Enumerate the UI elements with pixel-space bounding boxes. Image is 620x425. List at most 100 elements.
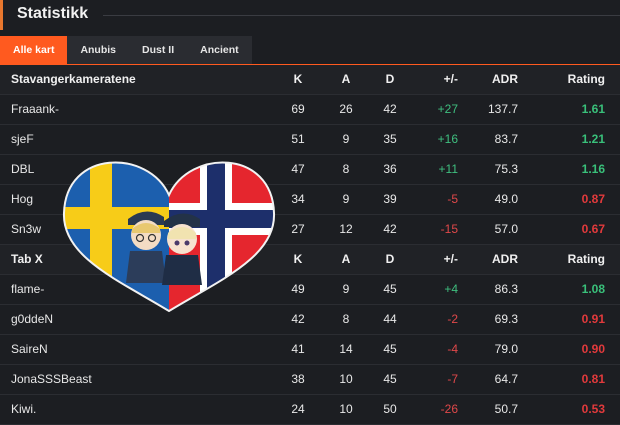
stat-rating: 1.16 <box>581 162 605 176</box>
stat-d: 42 <box>383 222 397 236</box>
stat-adr: 49.0 <box>494 192 518 206</box>
stat-d: 44 <box>383 312 397 326</box>
stat-rating: 0.81 <box>581 372 605 386</box>
player-row: Fraaank- 69 26 42 +27 137.7 1.61 <box>0 95 620 125</box>
column-header-pm: +/- <box>443 252 458 266</box>
stat-a: 9 <box>342 282 350 296</box>
stat-d: 39 <box>383 192 397 206</box>
map-tabs: Alle kart Anubis Dust II Ancient <box>0 36 252 64</box>
team-name: Tab X <box>11 252 43 266</box>
stat-d: 50 <box>383 402 397 416</box>
stat-pm: -26 <box>440 402 458 416</box>
stat-pm: -4 <box>447 342 458 356</box>
stat-k: 34 <box>291 192 305 206</box>
stat-adr: 79.0 <box>494 342 518 356</box>
player-name[interactable]: sjeF <box>11 132 34 146</box>
stat-rating: 0.67 <box>581 222 605 236</box>
tab-alle-kart[interactable]: Alle kart <box>0 36 68 64</box>
stat-adr: 57.0 <box>494 222 518 236</box>
stat-rating: 1.08 <box>581 282 605 296</box>
stat-pm: -7 <box>447 372 458 386</box>
stat-k: 47 <box>291 162 305 176</box>
player-row: SaireN 41 14 45 -4 79.0 0.90 <box>0 335 620 365</box>
stat-k: 42 <box>291 312 305 326</box>
stat-a: 8 <box>342 162 350 176</box>
column-header-rating: Rating <box>567 252 605 266</box>
tab-dust-ii[interactable]: Dust II <box>142 44 175 56</box>
chibi-character-left <box>126 211 166 283</box>
team-name: Stavangerkameratene <box>11 72 136 86</box>
stat-adr: 50.7 <box>494 402 518 416</box>
stat-a: 12 <box>339 222 353 236</box>
stat-k: 51 <box>291 132 305 146</box>
stat-pm: -2 <box>447 312 458 326</box>
stat-a: 14 <box>339 342 353 356</box>
tab-ancient[interactable]: Ancient <box>200 44 239 56</box>
player-name[interactable]: Kiwi. <box>11 402 37 416</box>
stat-pm: +11 <box>438 162 458 176</box>
player-name[interactable]: Sn3w <box>11 222 42 236</box>
flag-heart-image <box>62 161 276 313</box>
header-accent-bar <box>0 0 3 30</box>
stat-pm: -15 <box>440 222 458 236</box>
column-header-k: K <box>293 252 303 266</box>
stat-adr: 137.7 <box>487 102 518 116</box>
stat-a: 9 <box>342 132 350 146</box>
column-header-rating: Rating <box>567 72 605 86</box>
player-name[interactable]: Hog <box>11 192 34 206</box>
stat-a: 9 <box>342 192 350 206</box>
stat-rating: 1.61 <box>581 102 605 116</box>
stat-k: 27 <box>291 222 305 236</box>
chibi-character-right <box>162 213 202 285</box>
stat-d: 35 <box>383 132 397 146</box>
player-row: Kiwi. 24 10 50 -26 50.7 0.53 <box>0 395 620 425</box>
player-name[interactable]: DBL <box>11 162 35 176</box>
player-row: DBL 47 8 36 +11 75.3 1.16 <box>0 155 620 185</box>
player-name[interactable]: flame- <box>11 282 45 296</box>
stat-k: 49 <box>291 282 305 296</box>
stat-pm: +27 <box>437 102 458 116</box>
tab-anubis[interactable]: Anubis <box>80 44 117 56</box>
stat-d: 36 <box>383 162 397 176</box>
player-name[interactable]: JonaSSSBeast <box>11 372 92 386</box>
stat-adr: 86.3 <box>494 282 518 296</box>
player-row: sjeF 51 9 35 +16 83.7 1.21 <box>0 125 620 155</box>
player-row: Sn3w 27 12 42 -15 57.0 0.67 <box>0 215 620 245</box>
column-header-k: K <box>293 72 303 86</box>
column-header-pm: +/- <box>443 72 458 86</box>
stat-a: 10 <box>339 372 353 386</box>
stat-k: 41 <box>291 342 305 356</box>
stat-a: 8 <box>342 312 350 326</box>
stat-k: 38 <box>291 372 305 386</box>
stat-rating: 0.87 <box>581 192 605 206</box>
player-name[interactable]: g0ddeN <box>11 312 54 326</box>
player-row: flame- 49 9 45 +4 86.3 1.08 <box>0 275 620 305</box>
header-divider <box>103 15 620 16</box>
stat-rating: 0.53 <box>581 402 605 416</box>
stat-rating: 0.91 <box>581 312 605 326</box>
stat-adr: 75.3 <box>494 162 518 176</box>
stat-pm: +4 <box>444 282 458 296</box>
stat-pm: +16 <box>437 132 458 146</box>
column-header-d: D <box>385 72 395 86</box>
stat-d: 42 <box>383 102 397 116</box>
column-header-adr: ADR <box>492 72 518 86</box>
stat-d: 45 <box>383 342 397 356</box>
stat-rating: 1.21 <box>581 132 605 146</box>
section-header: Statistikk <box>0 0 620 32</box>
player-name[interactable]: SaireN <box>11 342 48 356</box>
stat-adr: 64.7 <box>494 372 518 386</box>
column-header-a: A <box>341 252 351 266</box>
stat-adr: 83.7 <box>494 132 518 146</box>
column-header-d: D <box>385 252 395 266</box>
player-name[interactable]: Fraaank- <box>11 102 60 116</box>
player-row: g0ddeN 42 8 44 -2 69.3 0.91 <box>0 305 620 335</box>
stat-d: 45 <box>383 372 397 386</box>
stat-a: 26 <box>339 102 353 116</box>
player-row: Hog 34 9 39 -5 49.0 0.87 <box>0 185 620 215</box>
column-header-adr: ADR <box>492 252 518 266</box>
stat-k: 24 <box>291 402 305 416</box>
stat-k: 69 <box>291 102 305 116</box>
stat-a: 10 <box>339 402 353 416</box>
page-title: Statistikk <box>17 5 89 22</box>
